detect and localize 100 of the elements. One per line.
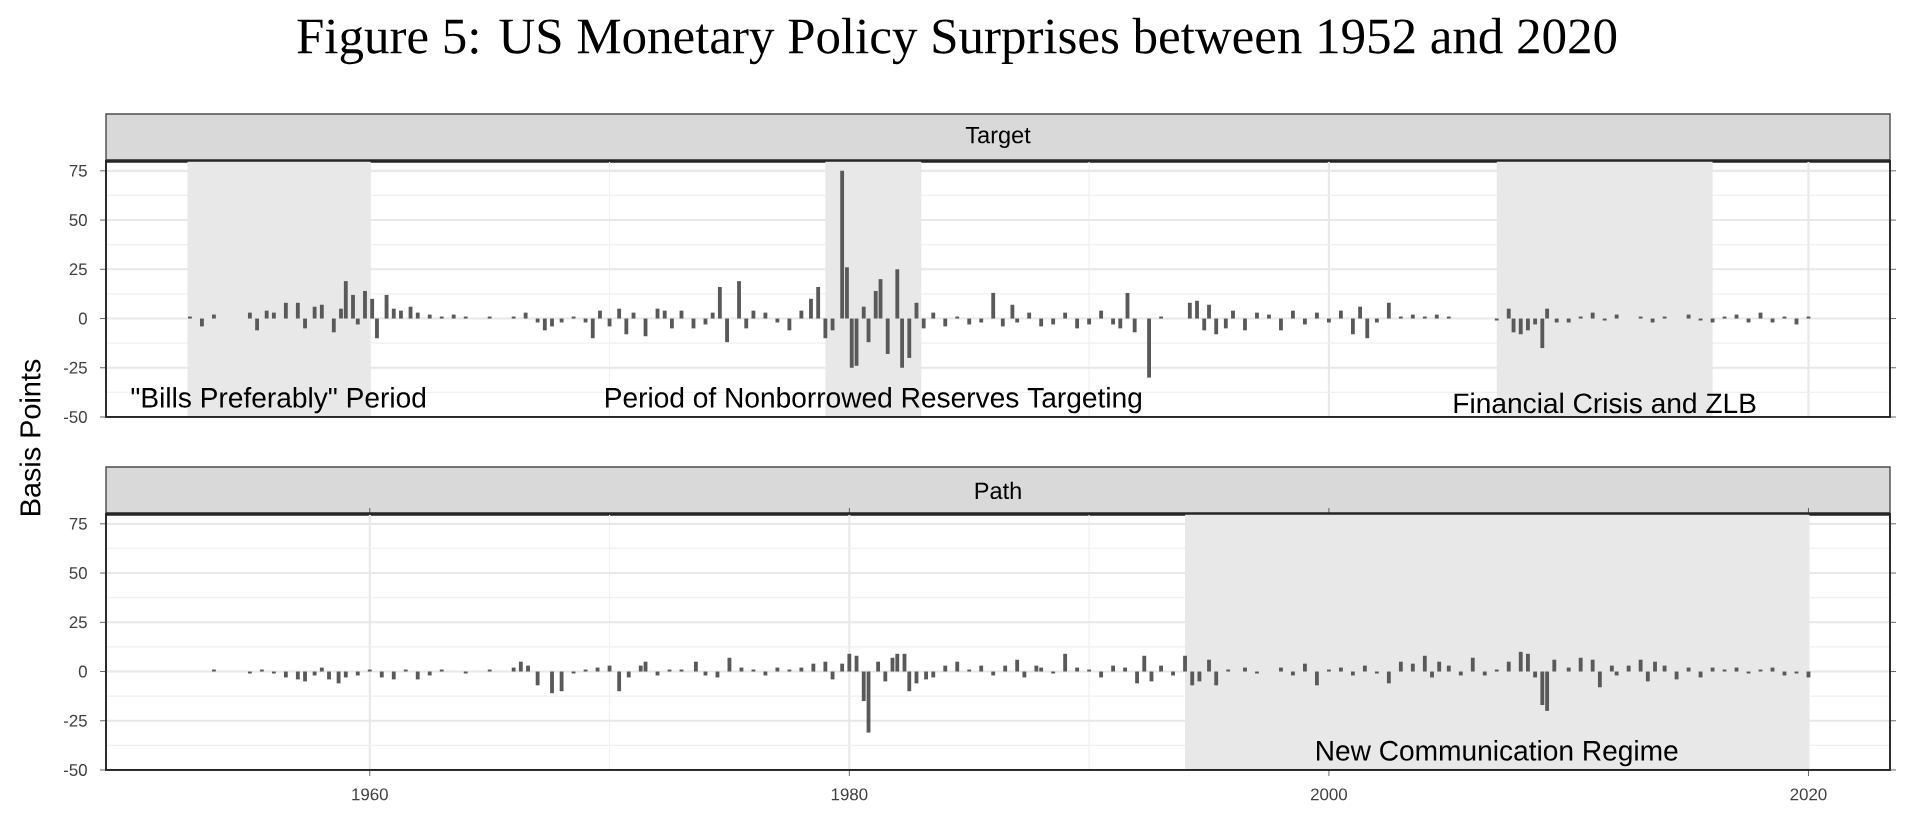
bar [375,318,379,339]
bar [523,312,528,319]
bar [415,671,420,680]
bar [1267,314,1271,319]
bar [1063,312,1068,319]
bar [550,318,554,327]
bar [1190,671,1195,686]
bar [1255,312,1259,319]
bar [900,318,905,368]
bar [816,287,821,319]
chart-subtitle: Target [965,126,1031,149]
y-tick-label: -25 [63,714,87,727]
bar [391,308,396,319]
bar [638,665,643,672]
bar [895,653,900,672]
bar [1034,665,1039,672]
bar [1039,318,1044,327]
y-tick-label: -50 [63,764,87,776]
bar [200,318,204,327]
x-tick-label: 2020 [1790,788,1827,801]
bar [979,665,984,672]
bar [1279,667,1283,672]
bar [598,310,602,319]
bar [717,287,722,319]
bar [1506,308,1511,319]
bar [559,671,564,692]
bar [883,671,888,682]
bar [247,312,252,319]
bar [885,318,890,354]
bar [1315,671,1319,686]
bar [1315,312,1319,319]
bar [1279,318,1283,331]
bar [331,318,336,333]
bar [617,671,622,692]
bar [1446,665,1451,672]
bar [1075,318,1080,329]
bar [799,667,804,672]
bar [861,306,866,319]
bar [840,663,845,672]
y-tick-label: 75 [69,517,87,530]
y-tick-label: 75 [69,164,87,177]
bar [847,653,852,672]
bar [1214,318,1219,335]
x-tick-label: 1960 [352,788,388,801]
bar [955,661,960,672]
bar [931,312,936,319]
bar [1303,663,1307,672]
bar [1159,665,1163,672]
bar [809,298,813,319]
bar [1338,667,1343,672]
bar [1422,655,1427,672]
bar [283,302,288,319]
bar [1195,300,1199,319]
bar [1202,318,1207,331]
bar [895,269,900,319]
band-label: "Bills Preferably" Period [131,387,426,414]
bar [351,294,355,319]
bar [1662,665,1667,672]
bar [617,308,622,319]
y-tick-label: 50 [69,214,87,227]
y-tick-label: 0 [78,665,87,678]
chart-title: Figure 5: US Monetary Policy Surprises between 1952 and 2020 [297,17,1617,65]
bar [710,312,715,319]
bar [1135,671,1139,684]
bar [1000,318,1005,327]
bar [669,318,674,329]
bar [1626,665,1631,672]
bar [1197,671,1202,682]
bar [1099,310,1104,319]
bar [1540,318,1545,349]
bar [924,671,928,680]
bar [1223,318,1228,329]
bar [1231,310,1235,319]
bar [907,671,912,692]
bar [943,665,948,672]
bar [1063,653,1068,672]
x-tick-label: 1980 [831,788,868,801]
bar [1638,659,1643,672]
bar [1183,655,1187,672]
bar [763,312,768,319]
bar [1207,304,1211,319]
chart-subtitle: Path [975,481,1021,500]
y-tick-label: 50 [69,567,87,580]
band-label: New Communication Regime [1317,740,1678,767]
bar [399,310,403,319]
y-tick-label: 25 [69,616,87,629]
bar [1410,314,1415,319]
bar [370,298,375,319]
bar [550,671,554,694]
bar [1147,318,1151,378]
bar [1142,655,1147,672]
bar [295,302,300,319]
bar [1207,659,1211,672]
bar [391,671,396,680]
bar [787,318,792,331]
bar [811,663,816,672]
bar [1437,661,1442,672]
bar [1243,318,1247,331]
bar [415,312,420,319]
bar [1214,671,1219,686]
